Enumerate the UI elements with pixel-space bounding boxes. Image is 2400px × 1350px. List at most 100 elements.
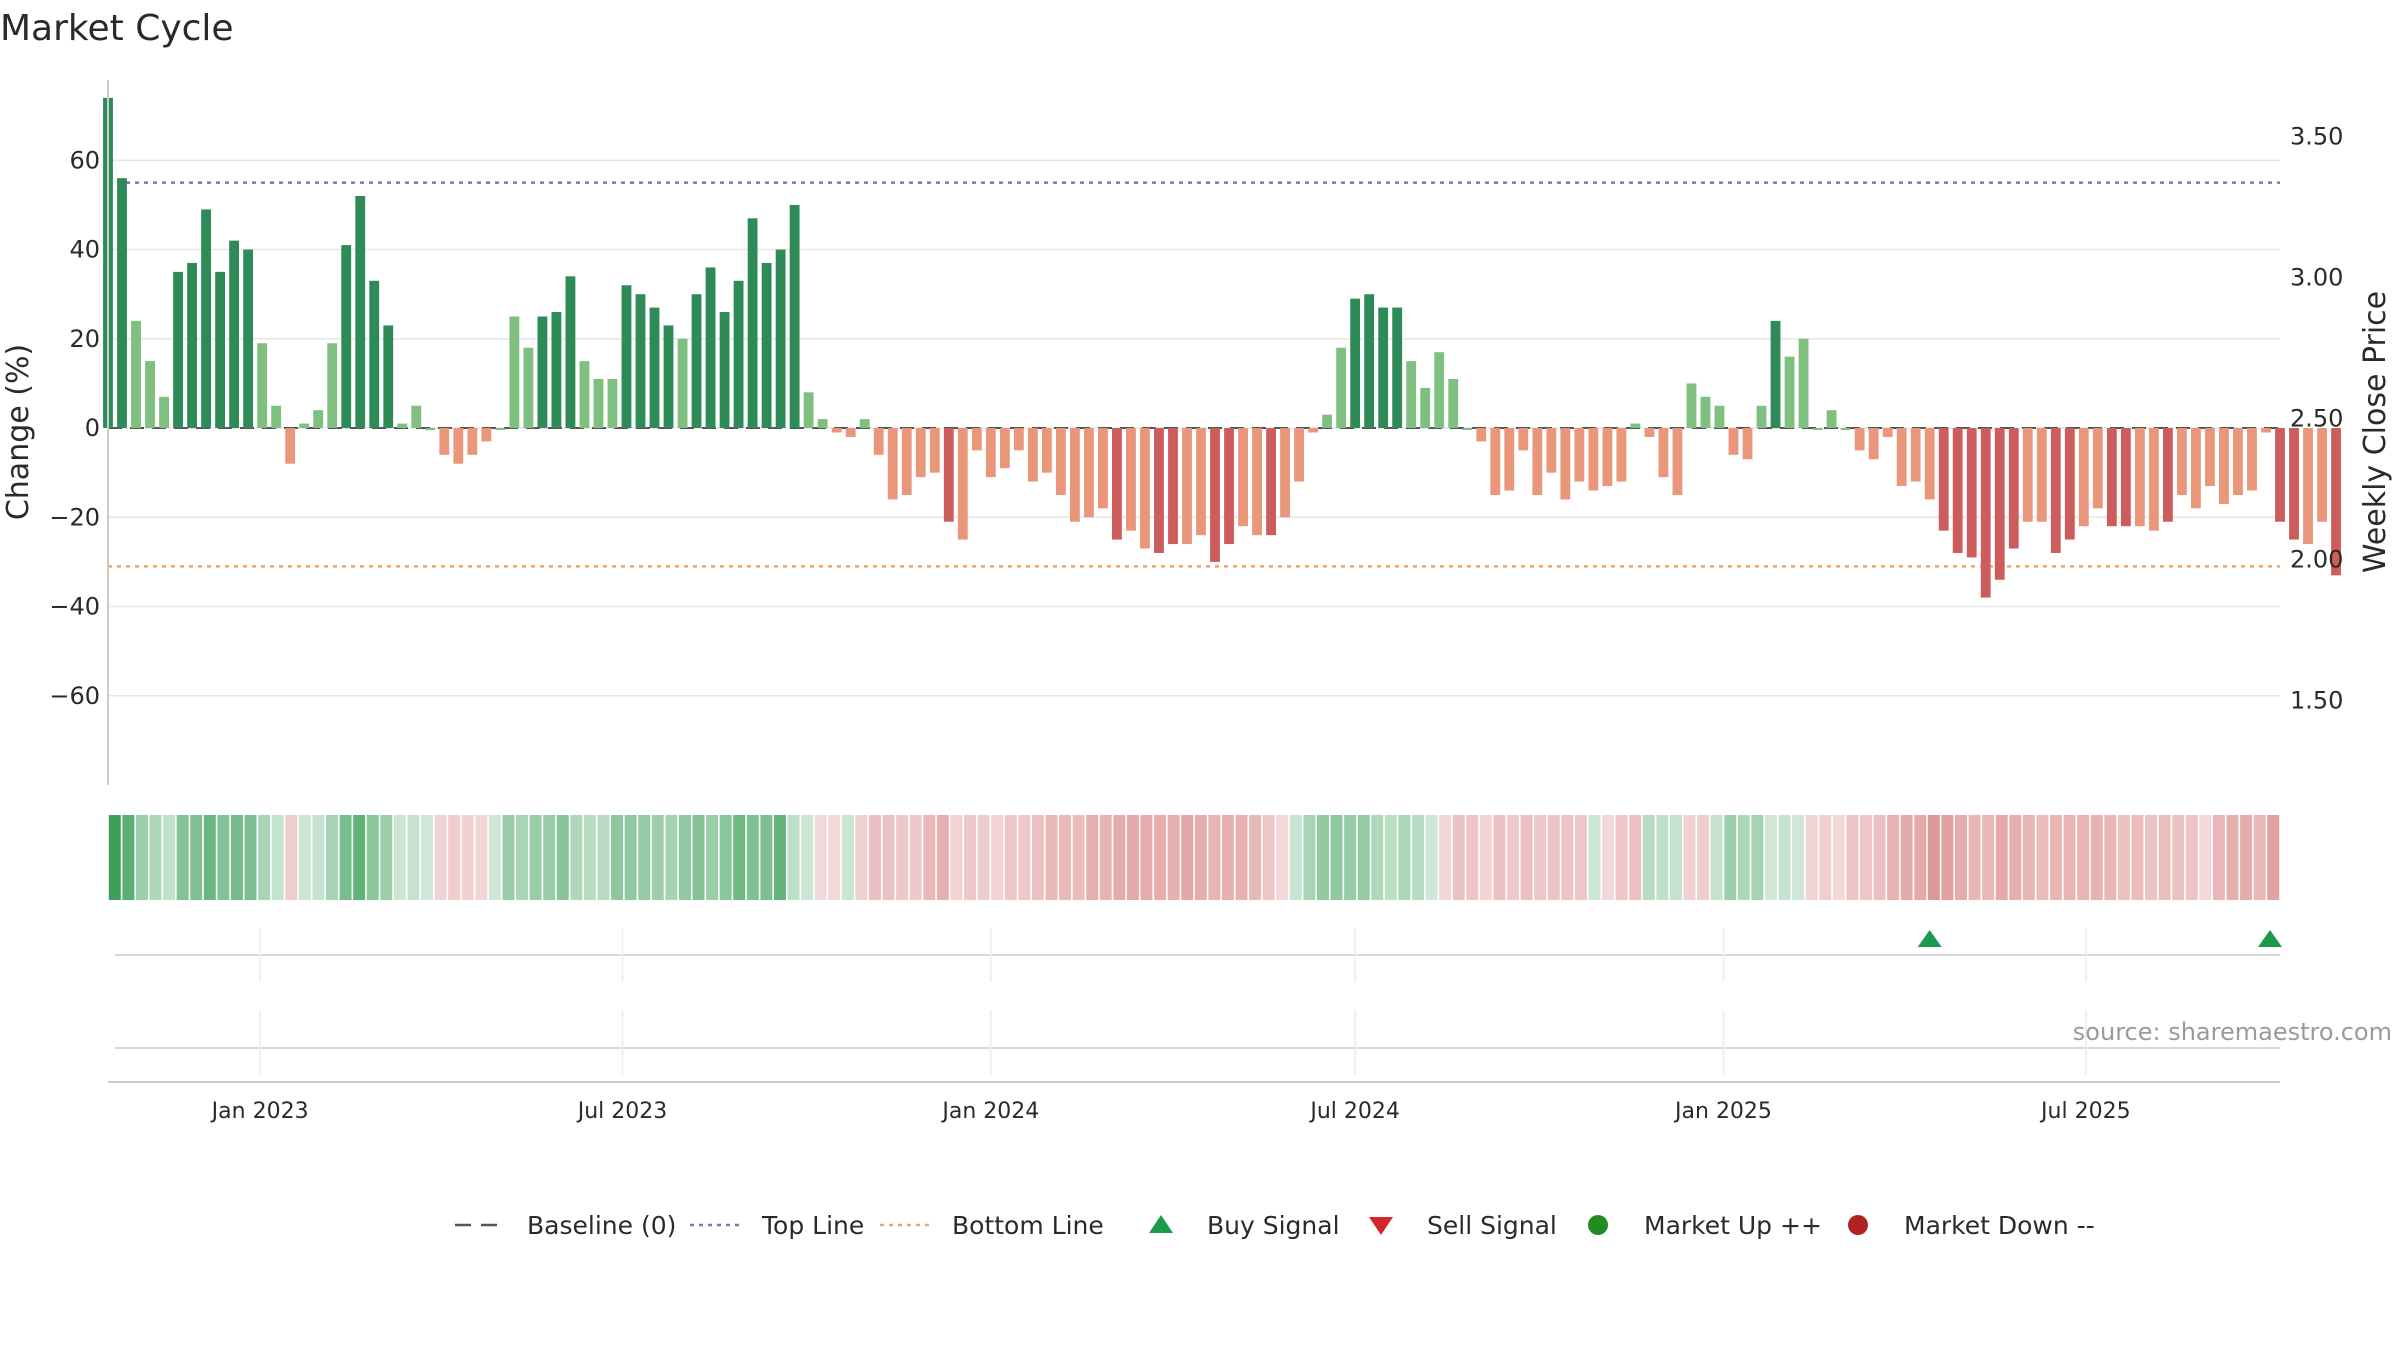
heat-cell [230,815,243,900]
bar [831,428,842,433]
heat-cell [1412,815,1424,900]
bar [2050,428,2061,553]
y2-tick-label: 2.50 [2290,404,2343,432]
bar [845,428,856,437]
heat-cell [1887,815,1900,900]
bar [2289,428,2299,540]
bar [1644,428,1655,437]
heat-cell [1683,815,1696,900]
heat-cell [217,815,230,900]
heat-cell [936,815,949,900]
heat-strip [108,815,2280,900]
heat-cell [773,815,786,900]
heat-cell [1914,815,1927,900]
heat-cell [814,815,827,900]
heat-cell [1344,815,1357,900]
bar [1252,428,1262,536]
heat-cell [556,815,569,900]
heat-cell [2145,815,2158,900]
heat-cell [1724,815,1737,900]
heat-cell [190,815,203,900]
heat-cell [1466,815,1479,900]
legend-label: Market Down -- [1904,1211,2095,1240]
bar [2191,428,2201,509]
heat-cell [1534,815,1547,900]
bar [2261,428,2271,433]
bar [1462,428,1473,431]
bar [1616,428,1627,482]
bar [537,316,548,429]
bar [1714,405,1725,429]
heat-cell [2022,815,2035,900]
heat-cell [1629,815,1642,900]
heat-cell [1900,815,1913,900]
bar [2022,428,2033,522]
heat-cell [1588,815,1601,900]
heat-cell [380,815,393,900]
bar [1112,428,1122,540]
heat-cell [1452,815,1465,900]
heat-cell [991,815,1004,900]
bar [369,280,380,429]
bar [355,196,366,429]
legend-market-down-icon [1848,1215,1868,1235]
bar [1182,428,1192,545]
y-tick-label: 40 [69,236,100,264]
bar [201,209,212,429]
heat-cell [1289,815,1302,900]
signal-panel [108,928,2282,1083]
bar [1055,428,1066,495]
buy-signal-marker [2258,930,2282,947]
heat-cell [977,815,990,900]
heat-cell [1031,815,1044,900]
heat-cell [1805,815,1818,900]
bar [299,423,310,429]
heat-cell [1656,815,1669,900]
heat-cell [298,815,311,900]
heat-cell [2267,815,2280,900]
heat-cell [244,815,257,900]
heat-cell [1574,815,1587,900]
heat-cell [516,815,529,900]
bar [1364,294,1375,429]
legend-item: Top Line [690,1211,864,1240]
heat-cell [488,815,501,900]
bar [1434,352,1445,429]
legend-label: Baseline (0) [527,1211,676,1240]
heat-cell [135,815,148,900]
legend-label: Buy Signal [1207,1211,1340,1240]
heat-cell [1737,815,1750,900]
bar [2134,428,2145,527]
bar [2162,428,2173,522]
heat-cell [1642,815,1655,900]
heat-cell [434,815,447,900]
bar [2008,428,2019,549]
heat-cell [950,815,963,900]
y-tick-label: −20 [49,503,100,531]
y2-tick-label: 2.00 [2290,545,2343,573]
legend: Baseline (0) Top Line Bottom Line Buy Signa… [455,1211,2095,1240]
bar [1854,428,1865,451]
bar [439,428,450,455]
y-tick-label: −40 [49,593,100,621]
heat-cell [1425,815,1438,900]
source-note: source: sharemaestro.com [2073,1018,2392,1046]
bar [2092,428,2103,509]
heat-cell [1846,815,1859,900]
bar [2064,428,2075,540]
bar [481,428,492,442]
legend-item: Bottom Line [880,1211,1104,1240]
bar [509,316,520,429]
heat-cell [964,815,976,900]
bar [2036,428,2047,522]
bar [1826,410,1837,429]
heat-cell [353,815,366,900]
heat-cell [733,815,746,900]
heat-cell [1181,815,1194,900]
bar [1798,338,1809,429]
bar [705,267,716,429]
bar [1938,428,1949,531]
y-tick-label: 60 [69,146,100,174]
bar [229,240,240,429]
heat-cell [746,815,759,900]
